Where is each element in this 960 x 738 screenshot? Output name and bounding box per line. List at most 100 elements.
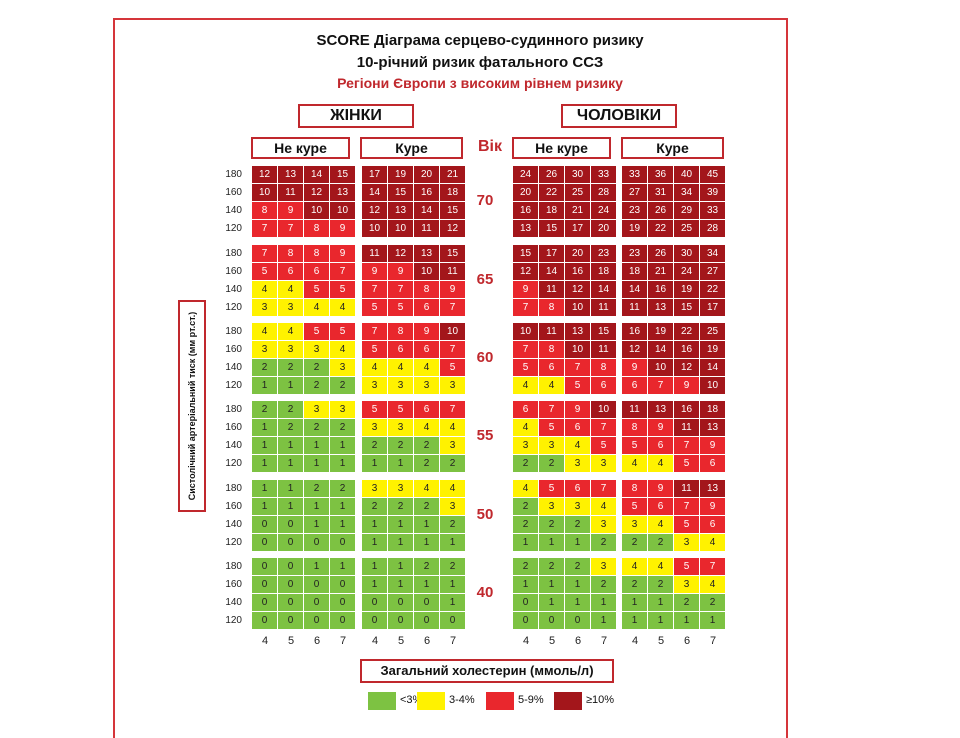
risk-cell: 17 xyxy=(565,220,590,237)
risk-cell: 0 xyxy=(278,612,303,629)
risk-cell: 0 xyxy=(252,558,277,575)
risk-cell: 5 xyxy=(539,419,564,436)
risk-cell: 2 xyxy=(591,534,616,551)
risk-cell: 9 xyxy=(362,263,387,280)
risk-cell: 14 xyxy=(648,341,673,358)
cholesterol-tick-label: 4 xyxy=(631,635,639,647)
risk-cell: 23 xyxy=(622,245,647,262)
risk-cell: 16 xyxy=(648,281,673,298)
risk-cell: 4 xyxy=(362,359,387,376)
cholesterol-tick-label: 7 xyxy=(600,635,608,647)
risk-cell: 19 xyxy=(674,281,699,298)
risk-cell: 2 xyxy=(414,437,439,454)
risk-cell: 3 xyxy=(388,419,413,436)
cholesterol-tick-label: 6 xyxy=(313,635,321,647)
risk-cell: 9 xyxy=(700,498,725,515)
sbp-tick-label: 120 xyxy=(225,380,242,391)
risk-cell: 6 xyxy=(648,437,673,454)
risk-cell: 1 xyxy=(648,594,673,611)
risk-cell: 15 xyxy=(440,245,465,262)
risk-cell: 19 xyxy=(622,220,647,237)
risk-cell: 1 xyxy=(252,498,277,515)
age-label: 60 xyxy=(476,349,494,366)
risk-cell: 6 xyxy=(591,377,616,394)
risk-cell: 2 xyxy=(414,558,439,575)
chart-subtitle: 10-річний ризик фатального ССЗ xyxy=(356,54,604,71)
risk-cell: 3 xyxy=(440,377,465,394)
risk-cell: 17 xyxy=(362,166,387,183)
risk-cell: 1 xyxy=(565,534,590,551)
risk-cell: 4 xyxy=(388,359,413,376)
legend-label: ≥10% xyxy=(586,694,615,706)
risk-cell: 1 xyxy=(440,534,465,551)
risk-cell: 10 xyxy=(565,299,590,316)
risk-cell: 7 xyxy=(591,419,616,436)
risk-cell: 34 xyxy=(700,245,725,262)
risk-cell: 8 xyxy=(252,202,277,219)
risk-cell: 3 xyxy=(388,480,413,497)
cholesterol-tick-label: 6 xyxy=(574,635,582,647)
legend-label: 5-9% xyxy=(518,694,544,706)
cholesterol-tick-label: 4 xyxy=(371,635,379,647)
cholesterol-tick-label: 4 xyxy=(261,635,269,647)
risk-cell: 7 xyxy=(330,263,355,280)
risk-cell: 5 xyxy=(330,281,355,298)
risk-cell: 13 xyxy=(414,245,439,262)
risk-cell: 11 xyxy=(674,480,699,497)
risk-cell: 2 xyxy=(278,419,303,436)
risk-cell: 8 xyxy=(539,299,564,316)
risk-cell: 24 xyxy=(513,166,538,183)
risk-cell: 5 xyxy=(539,480,564,497)
risk-cell: 9 xyxy=(330,220,355,237)
risk-cell: 11 xyxy=(674,419,699,436)
risk-cell: 0 xyxy=(252,594,277,611)
y-axis-label-box: Систолічний артеріальний тиск (мм рт.ст.… xyxy=(178,300,206,512)
risk-cell: 15 xyxy=(388,184,413,201)
risk-cell: 1 xyxy=(414,516,439,533)
risk-cell: 10 xyxy=(252,184,277,201)
risk-cell: 5 xyxy=(362,341,387,358)
risk-cell: 27 xyxy=(622,184,647,201)
risk-cell: 7 xyxy=(278,220,303,237)
risk-cell: 13 xyxy=(648,299,673,316)
legend-label: <3% xyxy=(400,694,423,706)
risk-cell: 9 xyxy=(648,480,673,497)
risk-cell: 40 xyxy=(674,166,699,183)
risk-cell: 12 xyxy=(622,341,647,358)
risk-cell: 9 xyxy=(513,281,538,298)
risk-cell: 19 xyxy=(700,341,725,358)
risk-cell: 13 xyxy=(388,202,413,219)
risk-cell: 2 xyxy=(591,576,616,593)
risk-cell: 4 xyxy=(414,480,439,497)
risk-cell: 1 xyxy=(330,437,355,454)
risk-cell: 6 xyxy=(414,341,439,358)
risk-cell: 16 xyxy=(513,202,538,219)
risk-cell: 8 xyxy=(539,341,564,358)
risk-cell: 1 xyxy=(440,594,465,611)
risk-cell: 2 xyxy=(539,558,564,575)
risk-cell: 22 xyxy=(648,220,673,237)
risk-cell: 5 xyxy=(674,558,699,575)
risk-cell: 1 xyxy=(414,534,439,551)
risk-cell: 3 xyxy=(414,377,439,394)
risk-cell: 1 xyxy=(539,534,564,551)
risk-cell: 6 xyxy=(304,263,329,280)
sbp-tick-label: 120 xyxy=(225,458,242,469)
risk-cell: 7 xyxy=(252,220,277,237)
risk-cell: 11 xyxy=(591,341,616,358)
risk-cell: 3 xyxy=(252,299,277,316)
age-label: 70 xyxy=(476,192,494,209)
women-nonsmoker-label: Не куре xyxy=(251,137,350,159)
risk-cell: 17 xyxy=(539,245,564,262)
risk-cell: 4 xyxy=(278,281,303,298)
risk-cell: 1 xyxy=(440,576,465,593)
risk-cell: 0 xyxy=(252,516,277,533)
risk-cell: 2 xyxy=(700,594,725,611)
risk-cell: 1 xyxy=(362,558,387,575)
sbp-tick-label: 140 xyxy=(225,440,242,451)
risk-cell: 0 xyxy=(278,576,303,593)
risk-cell: 5 xyxy=(252,263,277,280)
risk-cell: 7 xyxy=(362,323,387,340)
risk-cell: 2 xyxy=(304,377,329,394)
risk-cell: 2 xyxy=(330,419,355,436)
